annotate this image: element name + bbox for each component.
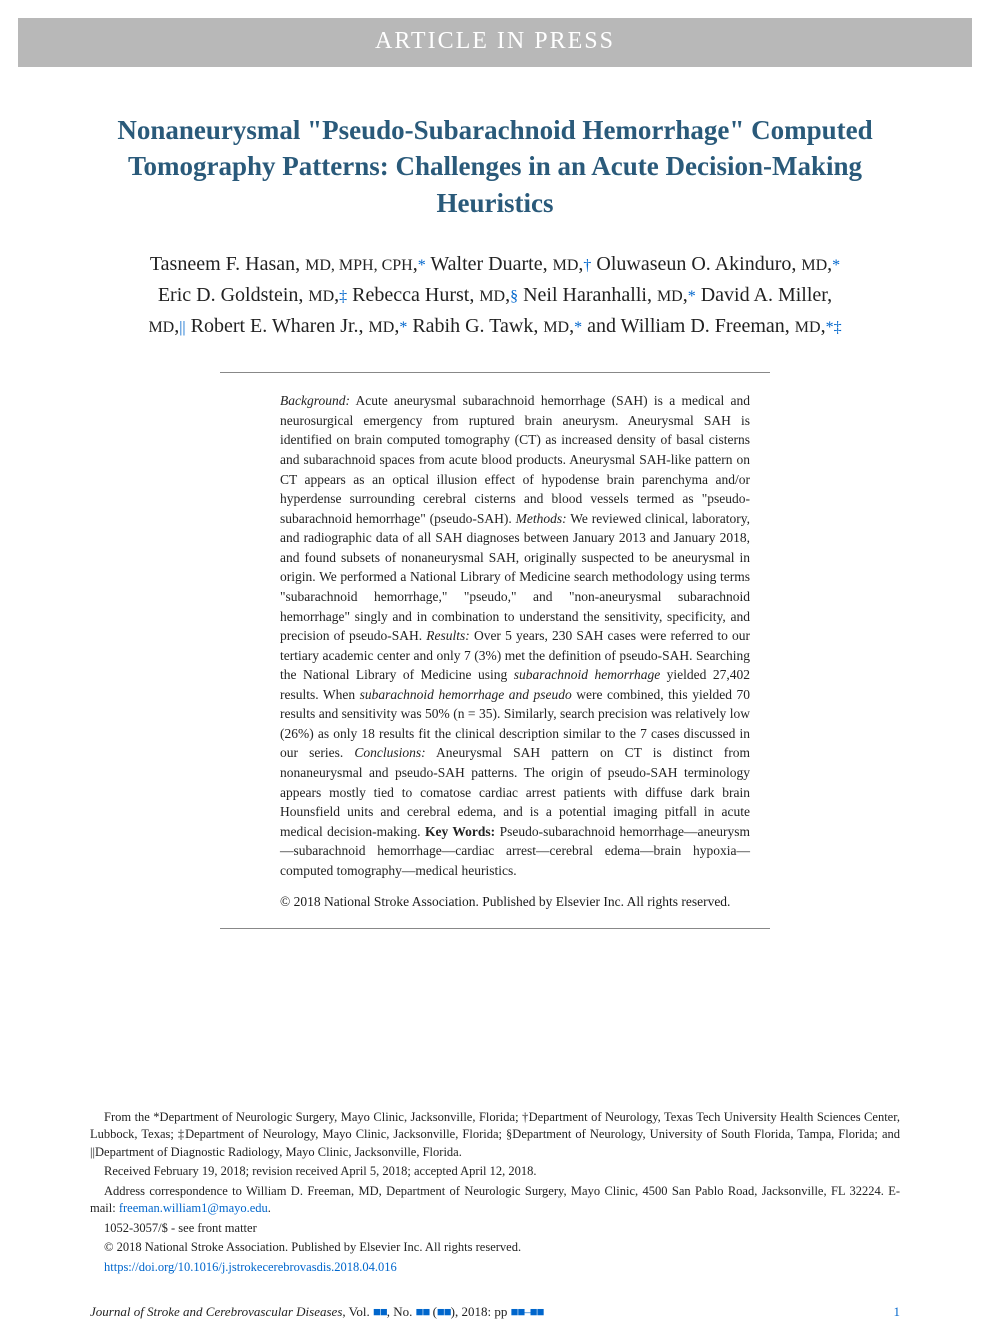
footnote-doi: https://doi.org/10.1016/j.jstrokecerebro…	[90, 1259, 900, 1277]
abstract-methods-label: Methods:	[516, 511, 567, 526]
footnotes: From the *Department of Neurologic Surge…	[90, 1109, 900, 1279]
correspondence-email-link[interactable]: freeman.william1@mayo.edu	[119, 1201, 268, 1215]
footnote-dates: Received February 19, 2018; revision rec…	[90, 1163, 900, 1181]
paren-close: ),	[451, 1304, 462, 1319]
pp-value: ■■–■■	[511, 1304, 544, 1319]
abstract-copyright: © 2018 National Stroke Association. Publ…	[280, 894, 750, 910]
footnote-issn: 1052-3057/$ - see front matter	[90, 1220, 900, 1238]
author-name: Tasneem F. Hasan,	[150, 253, 305, 275]
article-in-press-banner: ARTICLE IN PRESS	[18, 18, 972, 67]
author-degrees: MD	[801, 257, 827, 274]
abstract-results: Over 5 years, 230 SAH cases were referre…	[280, 628, 750, 760]
author-name: David A. Miller,	[701, 284, 832, 306]
doi-link[interactable]: https://doi.org/10.1016/j.jstrokecerebro…	[104, 1260, 397, 1274]
rule-bottom	[220, 928, 770, 929]
author-affiliation-mark: *	[574, 319, 582, 336]
author-name: Neil Haranhalli,	[523, 284, 657, 306]
author-name: Rebecca Hurst,	[352, 284, 479, 306]
author-name: Rabih G. Tawk,	[412, 315, 543, 337]
article-content: Nonaneurysmal "Pseudo-Subarachnoid Hemor…	[0, 67, 990, 929]
journal-name: Journal of Stroke and Cerebrovascular Di…	[90, 1304, 342, 1319]
abstract-background: Acute aneurysmal subarachnoid hemorrhage…	[280, 393, 750, 525]
author-name: Eric D. Goldstein,	[158, 284, 309, 306]
no-value: ■■	[416, 1304, 430, 1319]
keywords-label: Key Words:	[425, 824, 495, 839]
abstract-methods: We reviewed clinical, laboratory, and ra…	[280, 511, 750, 643]
author-affiliation-mark: ||	[179, 319, 185, 336]
author-name: William D. Freeman,	[621, 315, 795, 337]
page-number: 1	[894, 1304, 901, 1320]
pp-label: : pp	[487, 1304, 510, 1319]
author-affiliation-mark: *	[688, 288, 696, 305]
author-affiliation-mark: *	[832, 257, 840, 274]
author-name: Oluwaseun O. Akinduro,	[596, 253, 801, 275]
article-title: Nonaneurysmal "Pseudo-Subarachnoid Hemor…	[100, 112, 890, 221]
author-degrees: MD	[795, 319, 821, 336]
abstract-background-label: Background:	[280, 393, 350, 408]
author-degrees: MD	[148, 319, 174, 336]
author-affiliation-mark: §	[510, 288, 518, 305]
author-degrees: MD	[543, 319, 569, 336]
vol-label: , Vol.	[342, 1304, 373, 1319]
author-degrees: MD	[308, 288, 334, 305]
author-name: Walter Duarte,	[430, 253, 552, 275]
no-label: , No.	[387, 1304, 416, 1319]
author-degrees: MD	[657, 288, 683, 305]
footnote-correspondence: Address correspondence to William D. Fre…	[90, 1183, 900, 1218]
footnote-copyright: © 2018 National Stroke Association. Publ…	[90, 1239, 900, 1257]
author-degrees: MD, MPH, CPH	[305, 257, 413, 274]
author-affiliation-mark: *	[418, 257, 426, 274]
author-affiliation-mark: ‡	[339, 288, 347, 305]
author-degrees: MD	[553, 257, 579, 274]
author-list: Tasneem F. Hasan, MD, MPH, CPH,* Walter …	[140, 249, 850, 342]
issue-value: ■■	[437, 1304, 451, 1319]
page-footer: Journal of Stroke and Cerebrovascular Di…	[90, 1304, 900, 1320]
author-degrees: MD	[479, 288, 505, 305]
abstract: Background: Acute aneurysmal subarachnoi…	[280, 391, 750, 880]
author-name: Robert E. Wharen Jr.,	[191, 315, 369, 337]
abstract-results-label: Results:	[426, 628, 470, 643]
correspondence-suffix: .	[268, 1201, 271, 1215]
author-affiliation-mark: *‡	[826, 319, 842, 336]
paren-open: (	[429, 1304, 437, 1319]
footnote-affiliations: From the *Department of Neurologic Surge…	[90, 1109, 900, 1162]
abstract-conclusions-label: Conclusions:	[354, 745, 425, 760]
year: 2018	[461, 1304, 487, 1319]
rule-top	[220, 372, 770, 373]
author-degrees: MD	[369, 319, 395, 336]
vol-value: ■■	[373, 1304, 387, 1319]
